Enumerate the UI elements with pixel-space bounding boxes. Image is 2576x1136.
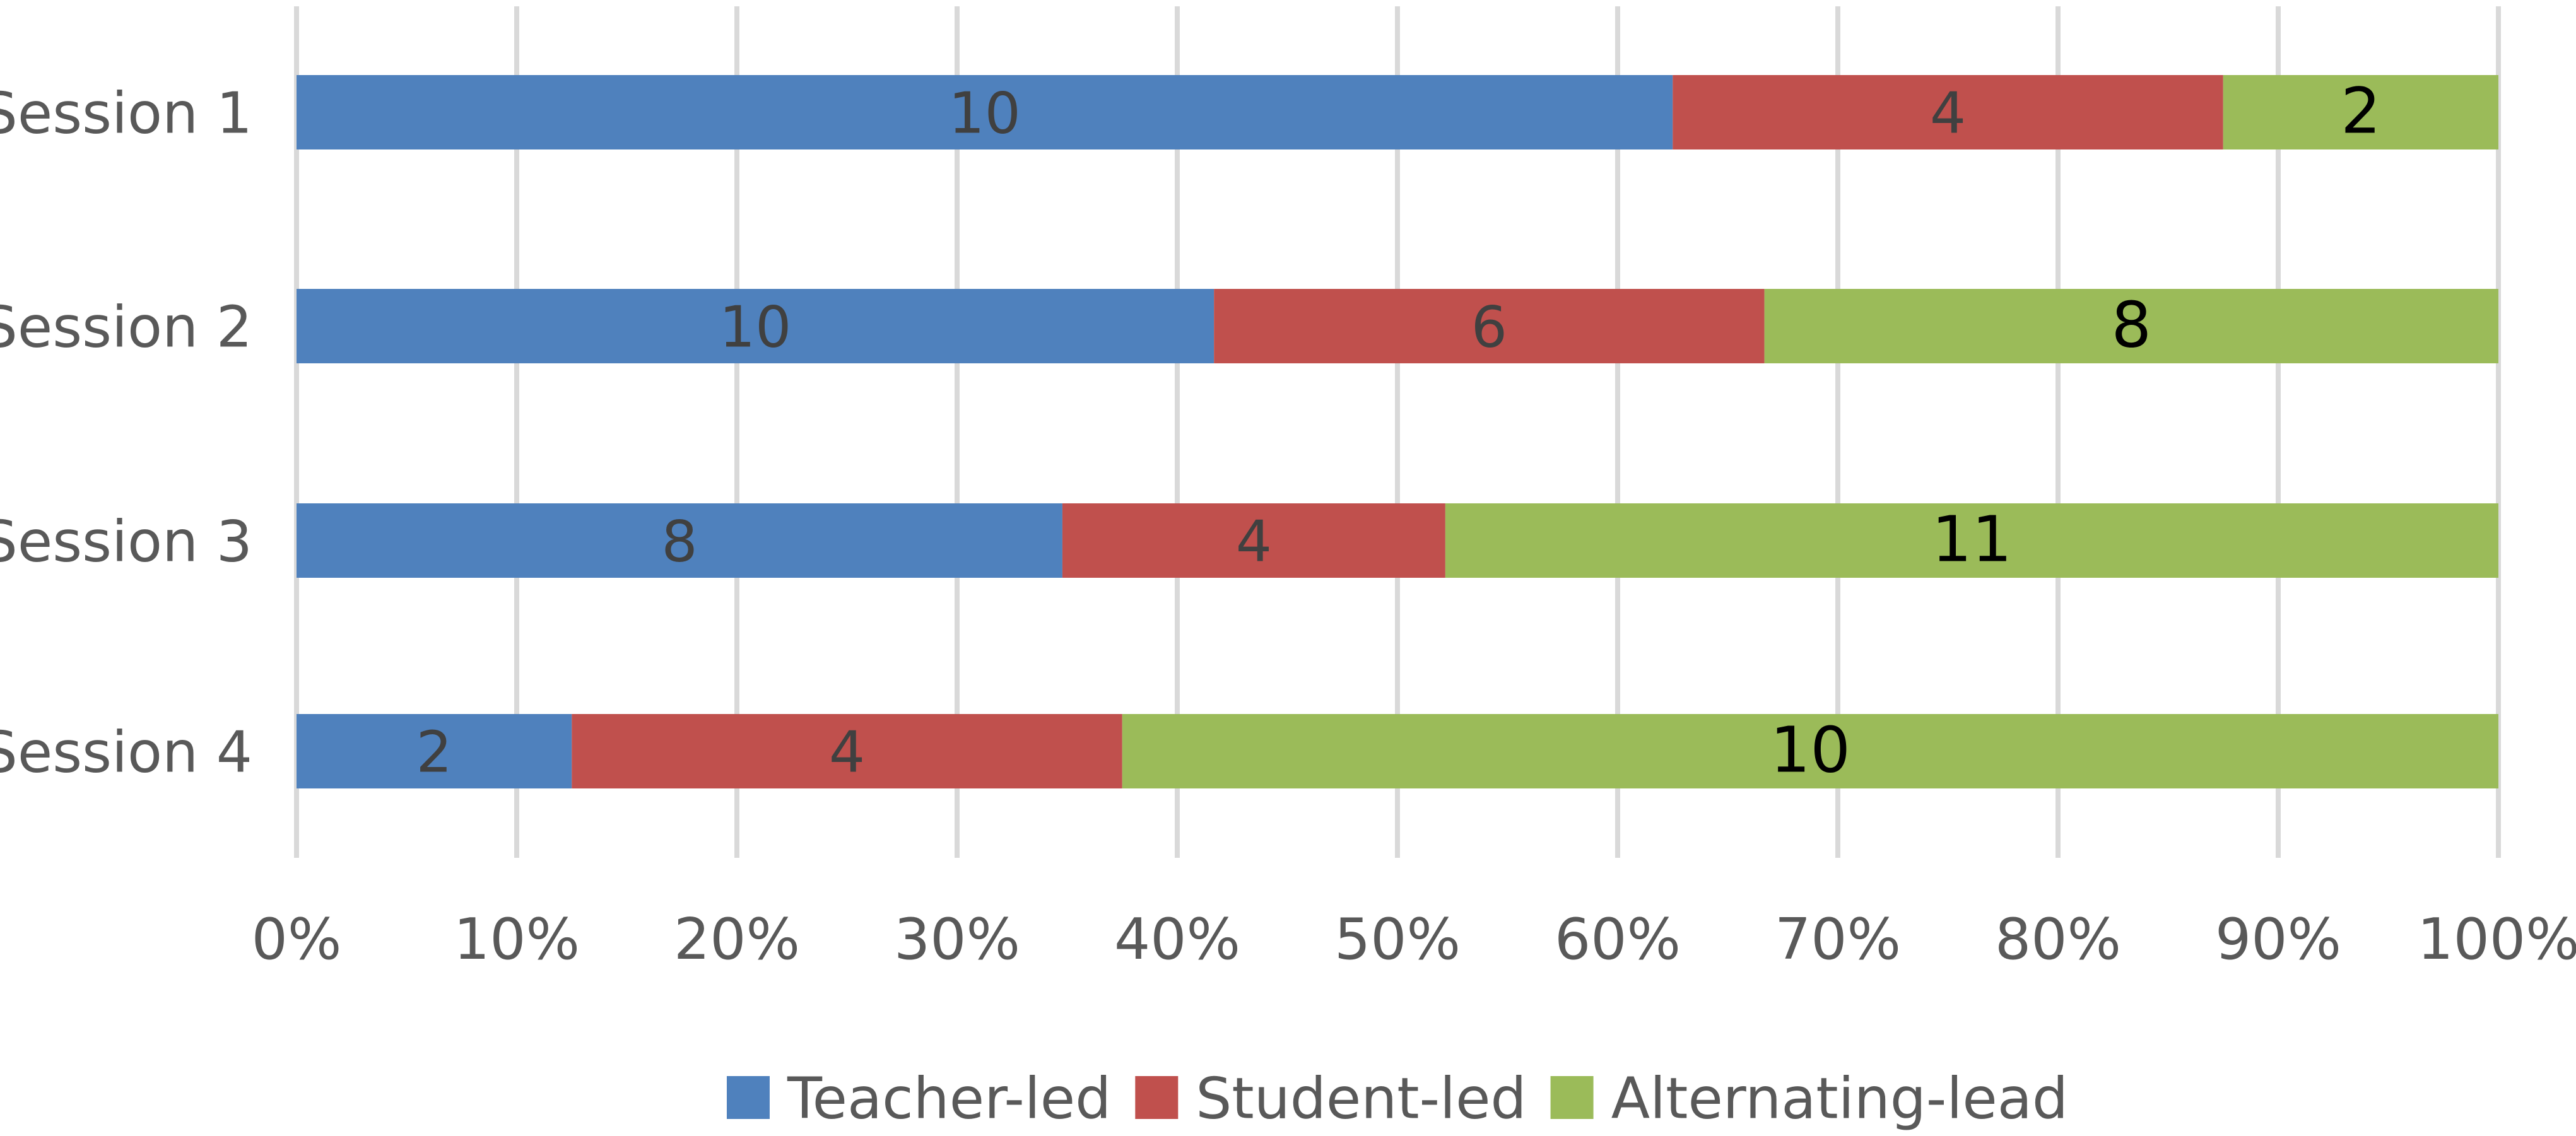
- data-label: 8: [2112, 288, 2152, 361]
- x-tick-label: 30%: [894, 906, 1020, 973]
- data-label: 10: [1770, 713, 1850, 787]
- x-tick-label: 20%: [674, 906, 800, 973]
- x-tick-label: 40%: [1114, 906, 1240, 973]
- x-tick-label: 0%: [252, 906, 342, 973]
- data-label: 10: [719, 294, 792, 360]
- x-tick-label: 50%: [1334, 906, 1461, 973]
- x-tick-label: 100%: [2417, 906, 2576, 973]
- legend-label: Teacher-led: [787, 1065, 1111, 1132]
- bar-segment: [1764, 289, 2498, 363]
- data-label: 2: [2341, 74, 2381, 148]
- bars: [297, 75, 2498, 788]
- y-category-label: Session 3: [0, 508, 252, 575]
- bar-segment: [297, 503, 1062, 578]
- data-label: 4: [1236, 508, 1272, 575]
- data-label: 4: [829, 719, 865, 785]
- y-category-label: Session 2: [0, 294, 252, 360]
- bar-segment: [297, 75, 1673, 149]
- legend-swatch: [726, 1076, 770, 1119]
- y-category-label: Session 1: [0, 80, 252, 146]
- x-axis-tick-labels: 0% 10% 20% 30% 40% 50% 60% 70% 80% 90% 100%: [252, 906, 2576, 973]
- bar-segment: [1673, 75, 2223, 149]
- bar-segment: [1445, 503, 2498, 578]
- legend-swatch: [1550, 1076, 1594, 1119]
- legend-label: Student-led: [1196, 1065, 1526, 1132]
- data-label: 8: [661, 508, 697, 575]
- x-tick-label: 70%: [1775, 906, 1901, 973]
- legend: Teacher-led Student-led Alternating-lead: [726, 1065, 2068, 1132]
- bar-segment: [572, 714, 1122, 788]
- data-label: 4: [1930, 80, 1966, 146]
- legend-swatch: [1135, 1076, 1179, 1119]
- y-category-label: Session 4: [0, 719, 252, 785]
- x-tick-label: 10%: [454, 906, 580, 973]
- data-label: 6: [1471, 294, 1507, 360]
- x-tick-label: 60%: [1555, 906, 1681, 973]
- data-label: 2: [416, 719, 452, 785]
- bar-segment: [1122, 714, 2498, 788]
- bar-segment: [2223, 75, 2498, 149]
- bar-segment: [1214, 289, 1765, 363]
- x-tick-label: 80%: [1995, 906, 2121, 973]
- x-tick-label: 90%: [2215, 906, 2341, 973]
- legend-label: Alternating-lead: [1611, 1065, 2068, 1132]
- y-axis-category-labels: Session 1 Session 2 Session 3 Session 4: [0, 80, 252, 785]
- bar-segment: [297, 714, 572, 788]
- data-labels: 10 4 2 10 6 8 8 4 11 2 4 10: [416, 74, 2380, 787]
- data-label: 10: [948, 80, 1021, 146]
- data-label: 11: [1932, 502, 2012, 576]
- bar-segment: [297, 289, 1214, 363]
- bar-segment: [1062, 503, 1445, 578]
